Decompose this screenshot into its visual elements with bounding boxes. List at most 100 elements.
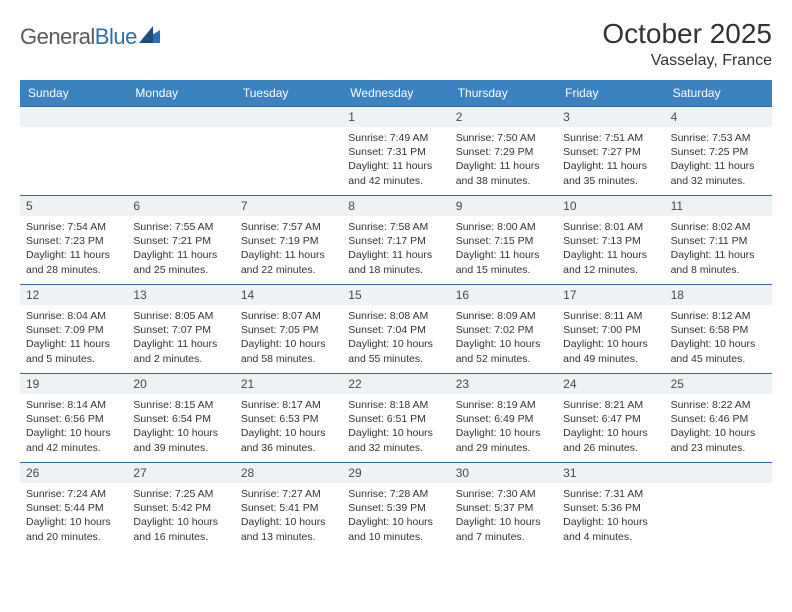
day-info: Sunrise: 7:28 AMSunset: 5:39 PMDaylight:… bbox=[342, 483, 449, 551]
day-number: 5 bbox=[20, 195, 127, 216]
daylight-text: Daylight: 10 hours and 42 minutes. bbox=[26, 426, 121, 454]
day-number: 20 bbox=[127, 373, 234, 394]
day-info: Sunrise: 8:17 AMSunset: 6:53 PMDaylight:… bbox=[235, 394, 342, 462]
day-cell: 23Sunrise: 8:19 AMSunset: 6:49 PMDayligh… bbox=[450, 373, 557, 462]
day-info: Sunrise: 7:24 AMSunset: 5:44 PMDaylight:… bbox=[20, 483, 127, 551]
day-info: Sunrise: 8:14 AMSunset: 6:56 PMDaylight:… bbox=[20, 394, 127, 462]
day-cell: 31Sunrise: 7:31 AMSunset: 5:36 PMDayligh… bbox=[557, 462, 664, 551]
sunset-text: Sunset: 6:54 PM bbox=[133, 412, 228, 426]
day-info: Sunrise: 8:15 AMSunset: 6:54 PMDaylight:… bbox=[127, 394, 234, 462]
daylight-text: Daylight: 10 hours and 29 minutes. bbox=[456, 426, 551, 454]
weekday-thursday: Thursday bbox=[450, 80, 557, 106]
daylight-text: Daylight: 11 hours and 32 minutes. bbox=[671, 159, 766, 187]
day-number: 14 bbox=[235, 284, 342, 305]
sunrise-text: Sunrise: 7:50 AM bbox=[456, 131, 551, 145]
logo-word2: Blue bbox=[95, 24, 137, 49]
day-cell: 9Sunrise: 8:00 AMSunset: 7:15 PMDaylight… bbox=[450, 195, 557, 284]
daylight-text: Daylight: 10 hours and 16 minutes. bbox=[133, 515, 228, 543]
day-cell: 20Sunrise: 8:15 AMSunset: 6:54 PMDayligh… bbox=[127, 373, 234, 462]
daylight-text: Daylight: 11 hours and 15 minutes. bbox=[456, 248, 551, 276]
sunrise-text: Sunrise: 7:24 AM bbox=[26, 487, 121, 501]
sunrise-text: Sunrise: 7:49 AM bbox=[348, 131, 443, 145]
day-number: 13 bbox=[127, 284, 234, 305]
sunset-text: Sunset: 6:49 PM bbox=[456, 412, 551, 426]
daylight-text: Daylight: 10 hours and 23 minutes. bbox=[671, 426, 766, 454]
daylight-text: Daylight: 10 hours and 49 minutes. bbox=[563, 337, 658, 365]
sunrise-text: Sunrise: 8:18 AM bbox=[348, 398, 443, 412]
day-cell: 30Sunrise: 7:30 AMSunset: 5:37 PMDayligh… bbox=[450, 462, 557, 551]
daylight-text: Daylight: 10 hours and 10 minutes. bbox=[348, 515, 443, 543]
day-cell: 13Sunrise: 8:05 AMSunset: 7:07 PMDayligh… bbox=[127, 284, 234, 373]
day-cell: 17Sunrise: 8:11 AMSunset: 7:00 PMDayligh… bbox=[557, 284, 664, 373]
sunset-text: Sunset: 7:17 PM bbox=[348, 234, 443, 248]
day-info: Sunrise: 8:04 AMSunset: 7:09 PMDaylight:… bbox=[20, 305, 127, 373]
day-info: Sunrise: 7:30 AMSunset: 5:37 PMDaylight:… bbox=[450, 483, 557, 551]
title-block: October 2025 Vasselay, France bbox=[602, 18, 772, 70]
daylight-text: Daylight: 11 hours and 42 minutes. bbox=[348, 159, 443, 187]
logo-word1: General bbox=[20, 24, 95, 49]
sunrise-text: Sunrise: 7:28 AM bbox=[348, 487, 443, 501]
day-number: 29 bbox=[342, 462, 449, 483]
day-number: 7 bbox=[235, 195, 342, 216]
day-number: 3 bbox=[557, 106, 664, 127]
sunset-text: Sunset: 7:11 PM bbox=[671, 234, 766, 248]
daylight-text: Daylight: 10 hours and 26 minutes. bbox=[563, 426, 658, 454]
sunrise-text: Sunrise: 8:08 AM bbox=[348, 309, 443, 323]
day-number: 27 bbox=[127, 462, 234, 483]
day-number: 17 bbox=[557, 284, 664, 305]
day-number: 28 bbox=[235, 462, 342, 483]
sunrise-text: Sunrise: 7:54 AM bbox=[26, 220, 121, 234]
sunrise-text: Sunrise: 8:14 AM bbox=[26, 398, 121, 412]
day-cell: 16Sunrise: 8:09 AMSunset: 7:02 PMDayligh… bbox=[450, 284, 557, 373]
sunset-text: Sunset: 7:31 PM bbox=[348, 145, 443, 159]
sunset-text: Sunset: 6:56 PM bbox=[26, 412, 121, 426]
day-number: 8 bbox=[342, 195, 449, 216]
day-number: 9 bbox=[450, 195, 557, 216]
sunrise-text: Sunrise: 7:30 AM bbox=[456, 487, 551, 501]
week-row: 19Sunrise: 8:14 AMSunset: 6:56 PMDayligh… bbox=[20, 373, 772, 462]
day-info bbox=[235, 127, 342, 195]
logo-text: GeneralBlue bbox=[20, 24, 137, 50]
day-number bbox=[127, 106, 234, 127]
sunset-text: Sunset: 7:09 PM bbox=[26, 323, 121, 337]
daylight-text: Daylight: 11 hours and 2 minutes. bbox=[133, 337, 228, 365]
day-number bbox=[235, 106, 342, 127]
day-cell bbox=[665, 462, 772, 551]
day-info: Sunrise: 7:57 AMSunset: 7:19 PMDaylight:… bbox=[235, 216, 342, 284]
weekday-tuesday: Tuesday bbox=[235, 80, 342, 106]
day-cell: 3Sunrise: 7:51 AMSunset: 7:27 PMDaylight… bbox=[557, 106, 664, 195]
sunrise-text: Sunrise: 8:09 AM bbox=[456, 309, 551, 323]
sunset-text: Sunset: 5:41 PM bbox=[241, 501, 336, 515]
day-info: Sunrise: 7:51 AMSunset: 7:27 PMDaylight:… bbox=[557, 127, 664, 195]
sunset-text: Sunset: 6:58 PM bbox=[671, 323, 766, 337]
day-number: 24 bbox=[557, 373, 664, 394]
daylight-text: Daylight: 10 hours and 58 minutes. bbox=[241, 337, 336, 365]
day-number bbox=[20, 106, 127, 127]
week-row: 5Sunrise: 7:54 AMSunset: 7:23 PMDaylight… bbox=[20, 195, 772, 284]
sunrise-text: Sunrise: 7:53 AM bbox=[671, 131, 766, 145]
day-cell: 15Sunrise: 8:08 AMSunset: 7:04 PMDayligh… bbox=[342, 284, 449, 373]
daylight-text: Daylight: 11 hours and 5 minutes. bbox=[26, 337, 121, 365]
calendar: SundayMondayTuesdayWednesdayThursdayFrid… bbox=[20, 80, 772, 551]
sunset-text: Sunset: 7:15 PM bbox=[456, 234, 551, 248]
day-info: Sunrise: 8:12 AMSunset: 6:58 PMDaylight:… bbox=[665, 305, 772, 373]
day-info: Sunrise: 7:31 AMSunset: 5:36 PMDaylight:… bbox=[557, 483, 664, 551]
day-cell: 10Sunrise: 8:01 AMSunset: 7:13 PMDayligh… bbox=[557, 195, 664, 284]
day-number: 4 bbox=[665, 106, 772, 127]
day-cell: 6Sunrise: 7:55 AMSunset: 7:21 PMDaylight… bbox=[127, 195, 234, 284]
daylight-text: Daylight: 10 hours and 39 minutes. bbox=[133, 426, 228, 454]
day-number: 15 bbox=[342, 284, 449, 305]
day-info: Sunrise: 8:18 AMSunset: 6:51 PMDaylight:… bbox=[342, 394, 449, 462]
day-cell bbox=[235, 106, 342, 195]
day-cell bbox=[20, 106, 127, 195]
sunset-text: Sunset: 6:46 PM bbox=[671, 412, 766, 426]
logo: GeneralBlue bbox=[20, 24, 161, 50]
day-number: 10 bbox=[557, 195, 664, 216]
day-cell: 29Sunrise: 7:28 AMSunset: 5:39 PMDayligh… bbox=[342, 462, 449, 551]
day-cell: 12Sunrise: 8:04 AMSunset: 7:09 PMDayligh… bbox=[20, 284, 127, 373]
sunset-text: Sunset: 6:53 PM bbox=[241, 412, 336, 426]
header: GeneralBlue October 2025 Vasselay, Franc… bbox=[20, 18, 772, 70]
sunset-text: Sunset: 7:27 PM bbox=[563, 145, 658, 159]
sunset-text: Sunset: 5:39 PM bbox=[348, 501, 443, 515]
day-cell: 22Sunrise: 8:18 AMSunset: 6:51 PMDayligh… bbox=[342, 373, 449, 462]
